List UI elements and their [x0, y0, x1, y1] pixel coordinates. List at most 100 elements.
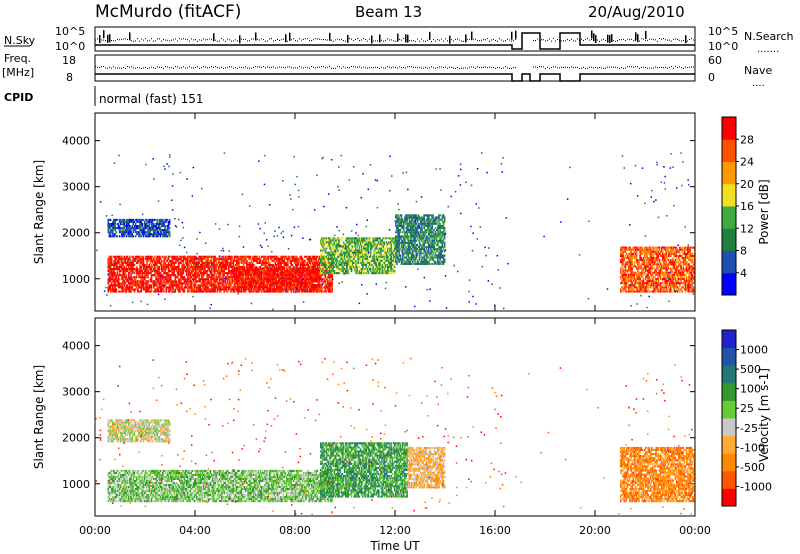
data-cell: [414, 231, 416, 234]
data-cell: [122, 261, 124, 264]
data-cell: [277, 275, 280, 278]
nsky-series: [95, 30, 695, 50]
data-cell: [440, 224, 443, 227]
data-cell: [366, 247, 369, 250]
data-cell: [237, 281, 239, 284]
data-cell: [285, 290, 288, 293]
data-cell: [362, 245, 364, 248]
data-cell: [139, 257, 141, 260]
data-cell: [421, 245, 423, 249]
data-cell: [246, 279, 248, 282]
data-cell: [263, 267, 265, 270]
data-cell: [359, 241, 362, 244]
data-cell: [252, 272, 255, 275]
data-cell: [239, 273, 241, 276]
data-cell: [195, 276, 197, 279]
data-cell: [387, 257, 389, 260]
data-cell: [390, 255, 393, 258]
data-cell: [275, 273, 278, 276]
data-cell: [396, 256, 398, 259]
data-cell: [142, 286, 145, 289]
data-cell: [216, 278, 219, 281]
data-cell: [352, 259, 355, 262]
data-cell: [127, 288, 130, 291]
data-cell: [301, 259, 304, 262]
data-cell: [398, 243, 401, 246]
data-cell: [400, 262, 403, 265]
data-cell: [299, 257, 302, 260]
data-cell: [333, 243, 336, 246]
data-cell: [193, 288, 196, 291]
data-cell: [433, 260, 436, 263]
data-cell: [183, 265, 186, 269]
data-cell: [439, 252, 441, 255]
data-cell: [212, 282, 214, 285]
data-cell: [250, 282, 253, 285]
data-cell: [250, 261, 253, 264]
data-cell: [287, 290, 289, 293]
data-cell: [130, 278, 132, 281]
data-cell: [390, 249, 393, 252]
data-cell: [374, 259, 377, 262]
data-cell: [412, 260, 414, 263]
data-cell: [402, 224, 405, 227]
data-cell: [237, 273, 239, 276]
data-cell: [324, 267, 327, 271]
data-cell: [247, 273, 249, 276]
data-cell: [245, 273, 247, 276]
data-cell: [293, 278, 296, 281]
data-cell: [276, 286, 279, 289]
data-cell: [300, 267, 303, 270]
data-cell: [366, 237, 369, 240]
data-cell: [316, 270, 319, 273]
data-cell: [154, 259, 156, 262]
data-cell: [193, 263, 196, 266]
data-cell: [115, 255, 118, 258]
data-cell: [368, 239, 371, 242]
data-cell: [181, 286, 183, 289]
data-cell: [242, 281, 245, 284]
data-cell: [132, 255, 135, 258]
data-cell: [254, 275, 256, 278]
data-cell: [206, 265, 208, 269]
data-cell: [313, 280, 315, 283]
data-cell: [242, 273, 245, 276]
data-cell: [275, 277, 278, 280]
data-cell: [338, 251, 340, 254]
data-cell: [431, 262, 433, 265]
data-cell: [125, 278, 128, 281]
data-cell: [204, 278, 206, 281]
data-cell: [164, 278, 166, 281]
data-cell: [233, 290, 236, 293]
data-cell: [268, 269, 271, 272]
data-cell: [298, 286, 301, 289]
data-cell: [139, 265, 141, 269]
data-cell: [372, 245, 374, 248]
data-cell: [181, 259, 183, 262]
data-cell: [422, 241, 424, 244]
data-cell: [301, 281, 304, 284]
data-cell: [306, 290, 308, 293]
data-cell: [326, 261, 329, 264]
data-cell: [372, 259, 374, 262]
data-cell: [417, 250, 420, 253]
data-cell: [114, 280, 116, 283]
data-cell: [433, 239, 436, 242]
data-cell: [331, 272, 333, 275]
data-cell: [179, 288, 181, 291]
data-cell: [218, 284, 221, 287]
data-cell: [204, 265, 206, 269]
data-cell: [145, 272, 147, 275]
data-cell: [293, 267, 296, 270]
data-cell: [438, 222, 440, 225]
data-cell: [392, 237, 395, 240]
data-cell: [415, 252, 418, 255]
data-cell: [280, 284, 282, 287]
data-cell: [239, 290, 241, 293]
data-cell: [277, 281, 280, 284]
data-cell: [373, 253, 376, 256]
data-cell: [281, 255, 283, 258]
data-cell: [182, 282, 185, 285]
data-cell: [427, 248, 430, 251]
data-cell: [351, 241, 354, 244]
